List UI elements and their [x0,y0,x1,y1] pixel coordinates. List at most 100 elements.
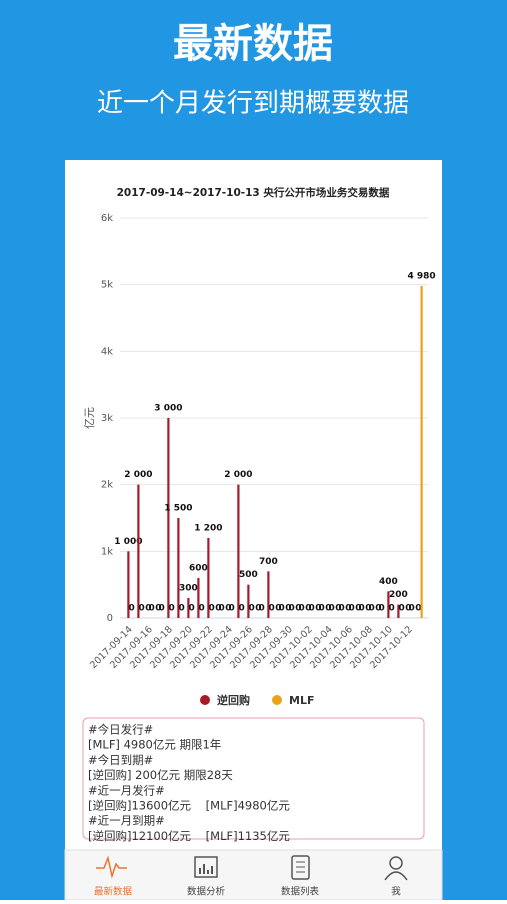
data-label: 0 [268,604,274,614]
data-label: 0 [405,604,411,614]
data-label: 0 [338,604,344,614]
bar [397,604,400,618]
data-label: 700 [259,557,278,567]
info-line: #近一月到期# [88,814,165,828]
info-line: [MLF] 4980亿元 期限1年 [88,738,221,752]
bar [137,484,140,618]
data-label: 500 [239,570,258,580]
data-label: 0 [285,604,291,614]
data-label: 0 [365,604,371,614]
data-label: 0 [358,604,364,614]
info-line: [逆回购]13600亿元 [MLF]4980亿元 [88,799,290,813]
y-tick-label: 0 [107,613,113,624]
data-label: 0 [328,604,334,614]
y-tick-label: 5k [101,280,113,291]
data-label: 0 [348,604,354,614]
data-label: 0 [218,604,224,614]
tab-icon [96,855,127,879]
data-label: 0 [238,604,244,614]
tab-icon [389,856,403,870]
data-label: 0 [145,604,151,614]
data-label: 2 000 [224,470,252,480]
y-tick-label: 1k [101,546,113,557]
data-label: 0 [148,604,154,614]
data-label: 0 [345,604,351,614]
bar [387,591,390,618]
data-label: 0 [215,604,221,614]
info-line: #近一月发行# [88,783,165,797]
data-label: 0 [275,604,281,614]
data-label: 0 [158,604,164,614]
bar [177,518,180,618]
data-label: 0 [398,604,404,614]
tab-bar [64,849,443,901]
data-label: 400 [379,577,398,587]
tab-icon [296,861,305,873]
data-label: 200 [389,590,408,600]
data-label: 0 [305,604,311,614]
data-label: 0 [208,604,214,614]
data-label: 0 [318,604,324,614]
bar [247,584,250,618]
info-line: [逆回购]12100亿元 [MLF]1135亿元 [88,829,290,843]
tab-label[interactable]: 最新数据 [94,886,133,898]
legend-marker [272,695,282,705]
data-label: 0 [168,604,174,614]
bar [167,418,170,618]
data-label: 2 000 [124,470,152,480]
data-label: 0 [408,604,414,614]
bar [420,286,423,618]
tab-label[interactable]: 数据列表 [281,886,320,898]
tab-label[interactable]: 数据分析 [187,886,226,898]
data-label: 0 [315,604,321,614]
data-label: 0 [355,604,361,614]
legend-label: MLF [289,694,314,707]
data-label: 0 [178,604,184,614]
y-tick-label: 4k [101,346,113,357]
data-label: 0 [388,604,394,614]
data-label: 0 [295,604,301,614]
data-label: 0 [335,604,341,614]
data-label: 1 000 [114,537,142,547]
legend-marker [200,695,210,705]
y-tick-label: 3k [101,413,113,424]
tab-label[interactable]: 我 [391,887,401,898]
data-label: 0 [378,604,384,614]
y-tick-label: 2k [101,480,113,491]
info-line: [逆回购] 200亿元 期限28天 [88,768,233,782]
y-axis-label: 亿元 [83,407,96,429]
data-label: 0 [188,604,194,614]
tab-icon [199,864,213,874]
legend-label: 逆回购 [217,693,250,707]
info-line: #今日发行# [88,723,153,737]
info-line: #今日到期# [88,753,153,767]
data-label: 0 [255,604,261,614]
tab-icon [291,855,310,880]
data-label: 0 [258,604,264,614]
chart-title: 2017-09-14~2017-10-13 央行公开市场业务交易数据 [117,186,390,199]
bar [127,551,130,618]
data-label: 0 [228,604,234,614]
data-label: 1 200 [194,524,222,534]
data-label: 4 980 [408,272,436,282]
data-label: 0 [248,604,254,614]
data-label: 0 [128,604,134,614]
tab-icon [384,871,408,881]
data-label: 0 [225,604,231,614]
data-label: 0 [325,604,331,614]
bar [207,538,210,618]
data-label: 300 [179,584,198,594]
bar [267,571,270,618]
tab-icon [194,856,218,878]
info-box [82,717,425,840]
data-label: 0 [415,604,421,614]
bar [237,484,240,618]
data-label: 0 [298,604,304,614]
data-label: 0 [368,604,374,614]
data-label: 0 [155,604,161,614]
data-label: 0 [308,604,314,614]
data-label: 3 000 [154,404,182,414]
bar [187,598,190,618]
